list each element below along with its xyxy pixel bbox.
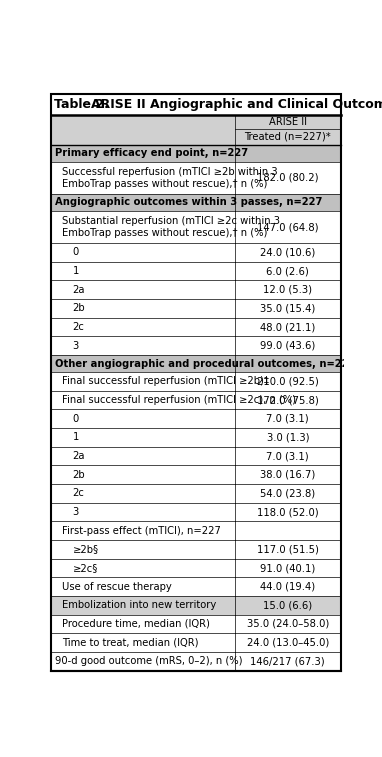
Text: 90-d good outcome (mRS, 0–2), n (%): 90-d good outcome (mRS, 0–2), n (%) [55,656,242,666]
Bar [51,484,341,503]
Text: Use of rescue therapy: Use of rescue therapy [62,581,172,592]
Text: Procedure time, median (IQR): Procedure time, median (IQR) [62,619,210,629]
Bar [51,145,341,162]
Bar [51,355,341,372]
Text: 1: 1 [73,266,79,276]
Text: ≥2b§: ≥2b§ [73,544,99,554]
Text: 2a: 2a [73,451,85,461]
Text: 35.0 (24.0–58.0): 35.0 (24.0–58.0) [247,619,329,629]
Text: Treated (n=227)*: Treated (n=227)* [244,132,331,142]
Text: 3: 3 [73,341,79,350]
Bar [51,280,341,299]
Text: 0: 0 [73,414,79,424]
Bar [51,540,341,559]
Text: 117.0 (51.5): 117.0 (51.5) [257,544,319,554]
Text: 172.0 (75.8): 172.0 (75.8) [257,395,319,405]
Bar [51,194,341,211]
Text: 99.0 (43.6): 99.0 (43.6) [260,341,316,350]
Text: 91.0 (40.1): 91.0 (40.1) [260,563,316,573]
Text: 15.0 (6.6): 15.0 (6.6) [263,600,312,610]
Text: 38.0 (16.7): 38.0 (16.7) [260,469,316,480]
Text: 7.0 (3.1): 7.0 (3.1) [267,451,309,461]
Text: 48.0 (21.1): 48.0 (21.1) [260,322,316,332]
Text: Angiographic outcomes within 3 passes, n=227: Angiographic outcomes within 3 passes, n… [55,198,322,207]
Bar [51,336,341,355]
Bar [51,447,341,466]
Text: 6.0 (2.6): 6.0 (2.6) [266,266,309,276]
Bar [51,466,341,484]
Text: Primary efficacy end point, n=227: Primary efficacy end point, n=227 [55,148,248,158]
Bar [51,428,341,447]
Text: Final successful reperfusion (mTICI ≥2b)‡: Final successful reperfusion (mTICI ≥2b)… [62,376,269,386]
Text: 146/217 (67.3): 146/217 (67.3) [251,656,325,666]
Bar [51,559,341,578]
Text: Table 2.: Table 2. [54,98,109,111]
Text: ARISE II Angiographic and Clinical Outcomes: ARISE II Angiographic and Clinical Outco… [91,98,382,111]
Text: 12.0 (5.3): 12.0 (5.3) [263,285,312,294]
Text: Time to treat, median (IQR): Time to treat, median (IQR) [62,637,198,648]
Text: Successful reperfusion (mTICI ≥2b within 3
EmboTrap passes without rescue),† n (: Successful reperfusion (mTICI ≥2b within… [62,167,277,188]
Bar [51,596,341,615]
Text: 210.0 (92.5): 210.0 (92.5) [257,376,319,386]
Bar [51,615,341,634]
Bar [51,652,341,671]
Text: 44.0 (19.4): 44.0 (19.4) [260,581,316,592]
Text: 2c: 2c [73,488,84,498]
Text: 1: 1 [73,432,79,442]
Bar [51,318,341,336]
Text: Other angiographic and procedural outcomes, n=227: Other angiographic and procedural outcom… [55,359,355,369]
Bar [51,243,341,262]
Text: 24.0 (10.6): 24.0 (10.6) [260,248,316,257]
Text: ≥2c§: ≥2c§ [73,563,98,573]
Bar [51,503,341,522]
Text: 2b: 2b [73,469,85,480]
Text: 118.0 (52.0): 118.0 (52.0) [257,507,319,517]
Text: Embolization into new territory: Embolization into new territory [62,600,216,610]
Text: Final successful reperfusion (mTICI ≥2c), n (%): Final successful reperfusion (mTICI ≥2c)… [62,395,296,405]
Text: 147.0 (64.8): 147.0 (64.8) [257,222,319,232]
Bar [51,299,341,318]
Text: 3: 3 [73,507,79,517]
Text: ARISE II: ARISE II [269,117,307,127]
Bar [51,162,341,194]
Bar [51,578,341,596]
Text: 35.0 (15.4): 35.0 (15.4) [260,304,316,313]
Text: 182.0 (80.2): 182.0 (80.2) [257,173,319,183]
Text: First-pass effect (mTICI), n=227: First-pass effect (mTICI), n=227 [62,525,220,536]
Text: 24.0 (13.0–45.0): 24.0 (13.0–45.0) [247,637,329,648]
Bar [51,634,341,652]
Text: 2c: 2c [73,322,84,332]
Text: 0: 0 [73,248,79,257]
Text: 54.0 (23.8): 54.0 (23.8) [260,488,316,498]
Bar [51,211,341,243]
Bar [51,522,341,540]
Text: Substantial reperfusion (mTICI ≥2c within 3
EmboTrap passes without rescue),† n : Substantial reperfusion (mTICI ≥2c withi… [62,216,280,238]
Text: 7.0 (3.1): 7.0 (3.1) [267,414,309,424]
Bar [51,391,341,410]
Bar [51,116,341,145]
Bar [51,410,341,428]
Text: 2a: 2a [73,285,85,294]
Bar [51,372,341,391]
Text: 2b: 2b [73,304,85,313]
Text: 3.0 (1.3): 3.0 (1.3) [267,432,309,442]
Bar [51,262,341,280]
